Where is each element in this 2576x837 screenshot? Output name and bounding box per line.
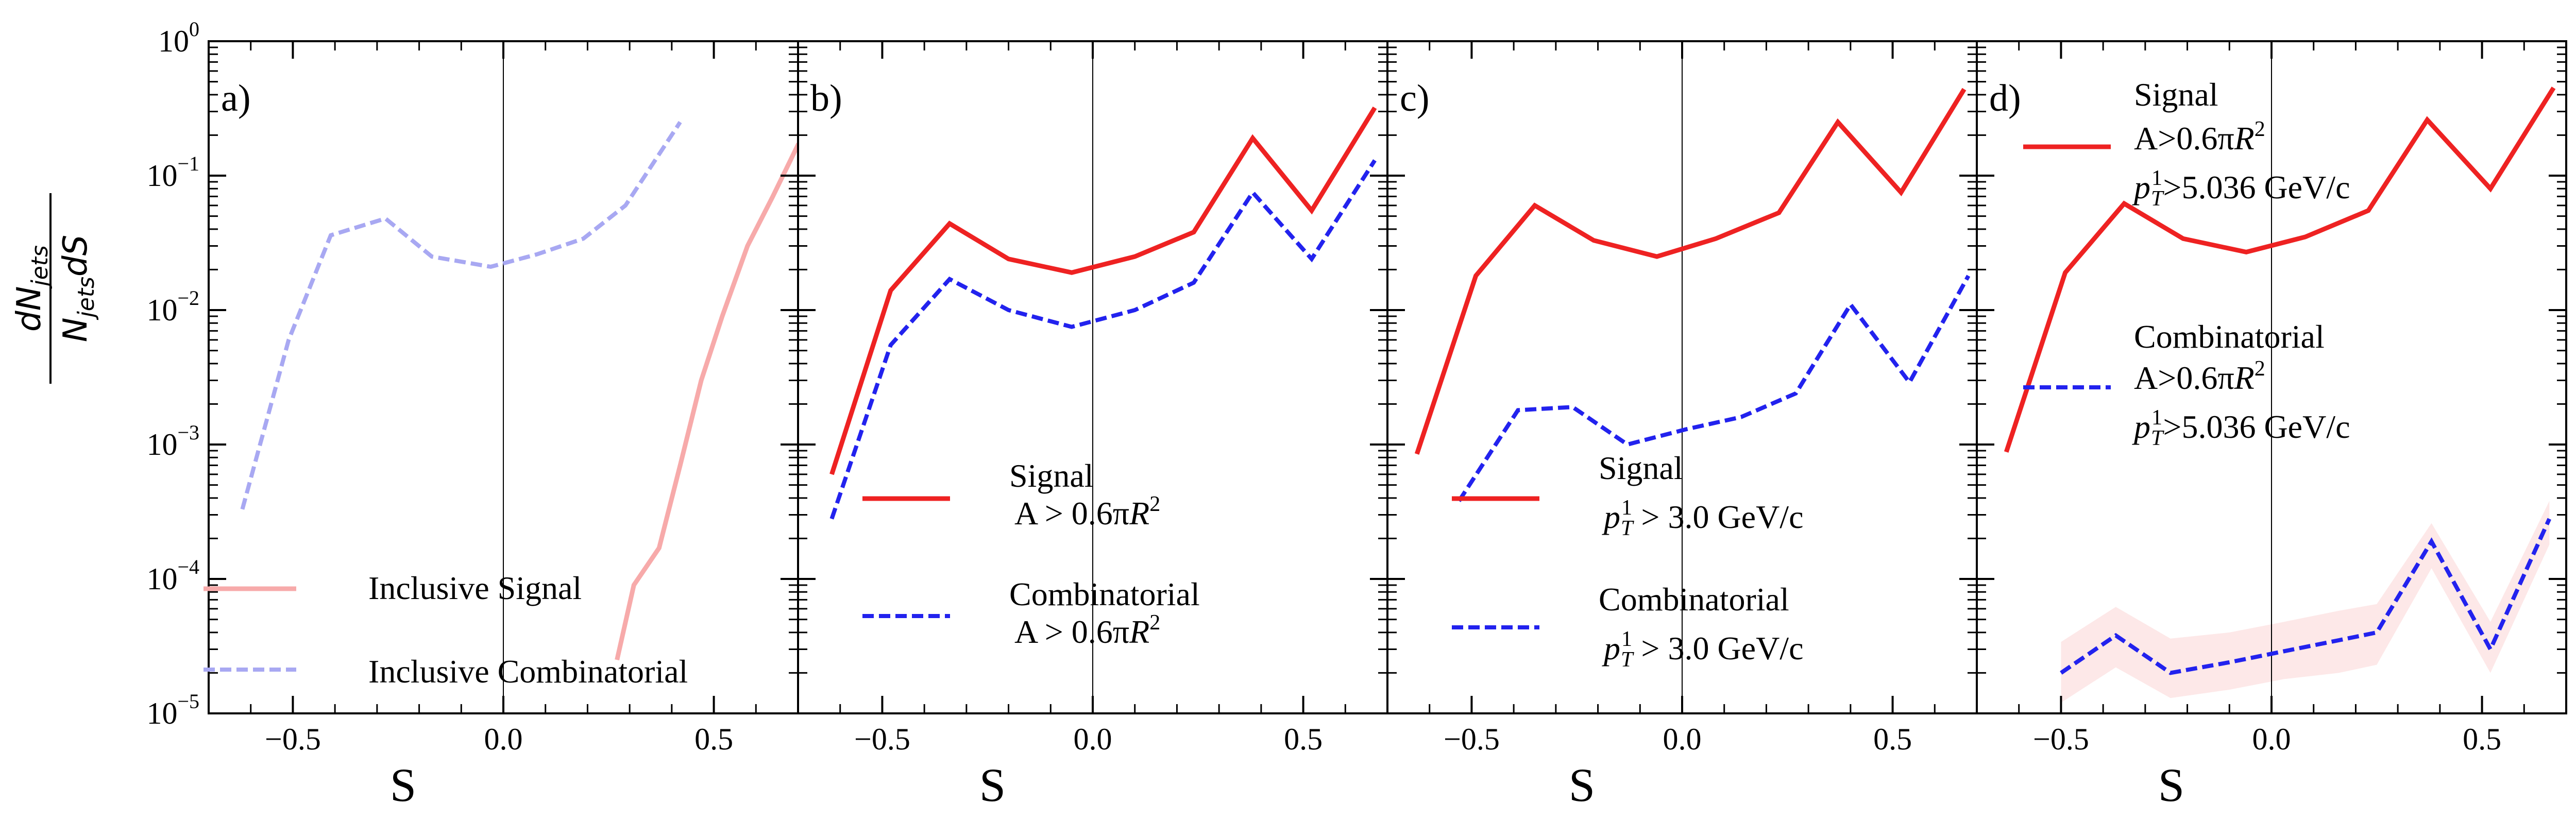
legend-label: A > 0.6πR2 [1014, 611, 1160, 650]
series-line-signal [1414, 88, 1967, 455]
series-line-inclusive-combinatorial [240, 121, 682, 510]
ylabel-numerator: dN [10, 286, 48, 332]
legend-label: p1 T > 3.0 GeV/c [1602, 627, 1803, 672]
y-tick-label: 10−5 [146, 690, 199, 730]
y-tick-label: 100 [158, 18, 199, 58]
x-tick-label: 0.5 [1284, 722, 1323, 756]
y-tick-label: 10−1 [146, 152, 199, 193]
legend-label: Signal [2134, 76, 2218, 113]
panel-letter: b) [810, 77, 842, 119]
legend-label: A > 0.6πR2 [1014, 492, 1160, 532]
panel-a: 10−5 10−4 10−3 10−2 10−1 100 −0.5 0.0 0.5 Sa) Incl… [146, 18, 799, 811]
x-tick-label: 0.5 [2463, 722, 2501, 756]
legend-label: A>0.6πR2 [2134, 117, 2265, 157]
x-axis-label: S [1569, 759, 1595, 811]
ylabel-denominator: N [57, 317, 95, 342]
panel-letter: a) [221, 77, 251, 119]
x-tick-label: 0.0 [484, 722, 523, 756]
y-tick-label: 10−2 [146, 286, 199, 327]
panels: 10−5 10−4 10−3 10−2 10−1 100 −0.5 0.0 0.5 Sa) Incl… [146, 18, 2567, 811]
legend-label: Signal [1009, 457, 1094, 494]
legend-label: Combinatorial [1009, 576, 1200, 612]
legend-label: p1 T>5.036 GeV/c [2132, 166, 2350, 211]
legend-label: Inclusive Signal [368, 570, 582, 606]
panel-letter: d) [1989, 77, 2021, 119]
legend-label: A>0.6πR2 [2134, 357, 2265, 396]
uncertainty-band [2061, 501, 2550, 703]
x-tick-label: 0.0 [1663, 722, 1702, 756]
svg-text:dNjets: dNjets [10, 245, 53, 332]
series-line-signal [829, 106, 1377, 475]
y-tick-label: 10−3 [146, 421, 199, 462]
series-line-combinatorial [829, 159, 1377, 520]
legend-label: p1 T>5.036 GeV/c [2132, 406, 2350, 450]
series-line-signal [2004, 87, 2556, 453]
y-tick-label: 10−4 [146, 555, 199, 596]
series-line-inclusive-signal [615, 142, 798, 661]
x-tick-label: 0.0 [1074, 722, 1112, 756]
legend-label: Signal [1599, 450, 1683, 486]
x-tick-label: −0.5 [2033, 722, 2089, 756]
x-tick-label: −0.5 [1444, 722, 1500, 756]
x-axis-label: S [390, 759, 416, 811]
panel-d: −0.5 0.0 0.5 Sd) Signal A>0.6πR2 p1 T>5.036 GeV… [1976, 40, 2567, 811]
x-tick-label: 0.0 [2252, 722, 2291, 756]
x-tick-label: 0.5 [1873, 722, 1912, 756]
y-axis-label: dNjets NjetsdS [10, 193, 99, 384]
ylabel-denominator-sub: jets [73, 277, 99, 320]
x-axis-label: S [2158, 759, 2184, 811]
ylabel-denominator-tail: dS [57, 235, 95, 277]
legend-label: p1 T > 3.0 GeV/c [1602, 496, 1803, 540]
x-tick-label: −0.5 [854, 722, 910, 756]
x-axis-label: S [979, 759, 1006, 811]
panel-c: −0.5 0.0 0.5 Sc) Signal p1 T > 3.0 GeV/c Combin… [1386, 40, 1978, 811]
series-line-combinatorial [2060, 518, 2551, 675]
legend-label: Inclusive Combinatorial [368, 653, 688, 690]
svg-text:NjetsdS: NjetsdS [57, 235, 99, 343]
series-line-combinatorial [1457, 275, 1971, 502]
x-tick-label: 0.5 [694, 722, 733, 756]
ylabel-numerator-sub: jets [27, 245, 53, 288]
legend-label: Combinatorial [2134, 318, 2325, 355]
legend-label: Combinatorial [1599, 581, 1789, 618]
x-tick-label: −0.5 [265, 722, 321, 756]
panel-letter: c) [1400, 77, 1430, 119]
